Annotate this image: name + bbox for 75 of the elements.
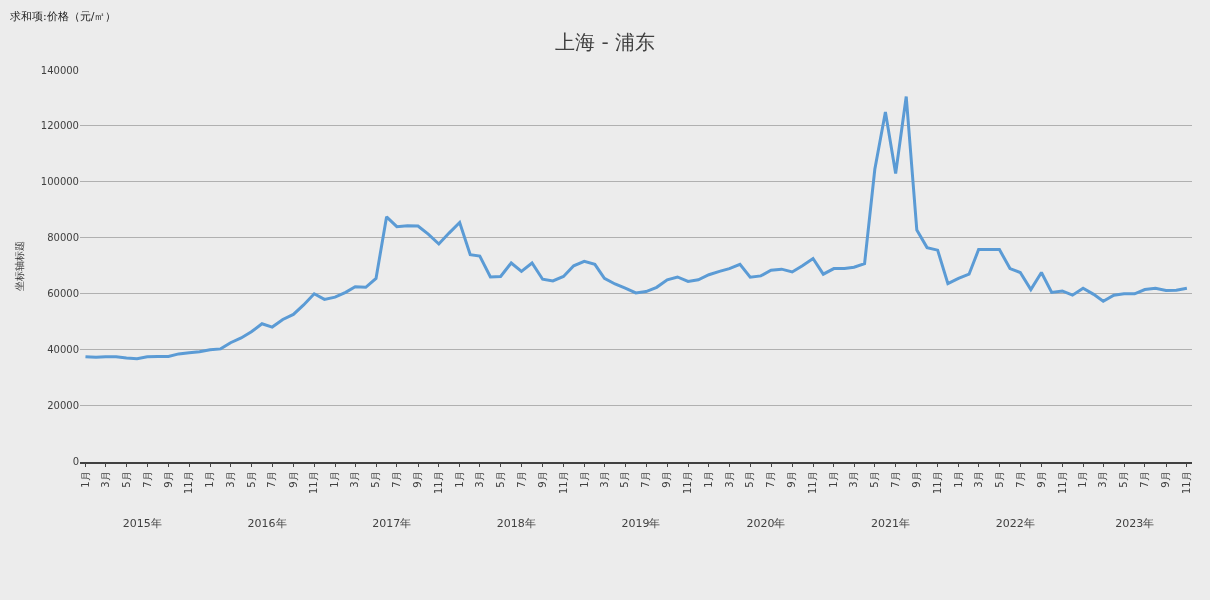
x-tick-label: 9月	[287, 471, 299, 488]
x-tick-label: 3月	[474, 471, 486, 488]
x-tick-label: 9月	[1035, 471, 1047, 488]
x-tick-label: 1月	[329, 471, 341, 488]
x-tick-label: 1月	[828, 471, 840, 488]
x-tick-label: 5月	[619, 471, 631, 488]
x-tick-label: 1月	[952, 471, 964, 488]
x2-tick-label: 2022年	[995, 517, 1035, 530]
x-tick-label: 11月	[308, 471, 320, 495]
x-tick-label: 3月	[349, 471, 361, 488]
x-tick-label: 7月	[889, 471, 901, 488]
x-tick-label: 7月	[765, 471, 777, 488]
x-tick-label: 11月	[682, 471, 694, 495]
y-tick-label: 100000	[40, 176, 79, 188]
chart-title: 上海 - 浦东	[555, 30, 655, 54]
x-tick-label: 3月	[848, 471, 860, 488]
x2-tick-label: 2021年	[871, 517, 911, 530]
x-tick-label: 9月	[786, 471, 798, 488]
x-tick-label: 5月	[869, 471, 881, 488]
y-tick-label: 40000	[47, 344, 79, 356]
x2-tick-label: 2023年	[1115, 517, 1155, 530]
y-tick-label: 20000	[47, 400, 79, 412]
x-tick-label: 9月	[661, 471, 673, 488]
x-tick-label: 3月	[598, 471, 610, 488]
x-tick-label: 5月	[120, 471, 132, 488]
x-tick-label: 11月	[183, 471, 195, 495]
x-tick-label: 5月	[245, 471, 257, 488]
y-tick-label: 60000	[47, 288, 79, 300]
x2-tick-label: 2019年	[621, 517, 661, 530]
x-tick-label: 11月	[1181, 471, 1193, 495]
x-tick-label: 5月	[1118, 471, 1130, 488]
y-tick-label: 80000	[47, 232, 79, 244]
x-tick-label: 3月	[1097, 471, 1109, 488]
x-tick-label: 9月	[412, 471, 424, 488]
x-tick-label: 3月	[224, 471, 236, 488]
x-tick-label: 5月	[370, 471, 382, 488]
x-tick-label: 1月	[79, 471, 91, 488]
text: 求和项:价格（元/㎡）	[10, 10, 117, 23]
y-tick-label: 0	[72, 456, 79, 468]
y-tick-label: 140000	[40, 64, 79, 76]
y-axis-title: 坐标轴标题	[13, 240, 25, 291]
x-tick-label: 11月	[433, 471, 445, 495]
x-tick-label: 1月	[453, 471, 465, 488]
x-tick-label: 11月	[931, 471, 943, 495]
x-tick-label: 1月	[1077, 471, 1089, 488]
x-tick-label: 7月	[391, 471, 403, 488]
x-tick-label: 5月	[744, 471, 756, 488]
x-tick-label: 9月	[911, 471, 923, 488]
x-tick-label: 5月	[993, 471, 1005, 488]
x-tick-label: 1月	[204, 471, 216, 488]
line-series	[83, 95, 1189, 361]
y-tick-label: 120000	[40, 120, 79, 132]
x-tick-label: 11月	[1056, 471, 1068, 495]
x-tick-label: 3月	[972, 471, 984, 488]
x-tick-label: 9月	[536, 471, 548, 488]
x-tick-label: 7月	[1139, 471, 1151, 488]
x-tick-label: 1月	[703, 471, 715, 488]
x-tick-label: 9月	[162, 471, 174, 488]
x2-tick-label: 2017年	[372, 517, 412, 530]
x-tick-label: 11月	[557, 471, 569, 495]
x-tick-label: 9月	[1160, 471, 1172, 488]
x-tick-label: 3月	[723, 471, 735, 488]
x-tick-label: 7月	[515, 471, 527, 488]
x-tick-label: 7月	[1014, 471, 1026, 488]
x2-tick-label: 2020年	[746, 517, 786, 530]
x-tick-label: 7月	[640, 471, 652, 488]
x-tick-label: 3月	[99, 471, 111, 488]
x-tick-label: 7月	[141, 471, 153, 488]
x-tick-label: 5月	[494, 471, 506, 488]
x-tick-label: 7月	[266, 471, 278, 488]
x-tick-label: 11月	[807, 471, 819, 495]
x2-tick-label: 2018年	[496, 517, 536, 530]
x2-tick-label: 2015年	[122, 517, 162, 530]
x-tick-label: 1月	[578, 471, 590, 488]
x2-tick-label: 2016年	[247, 517, 287, 530]
